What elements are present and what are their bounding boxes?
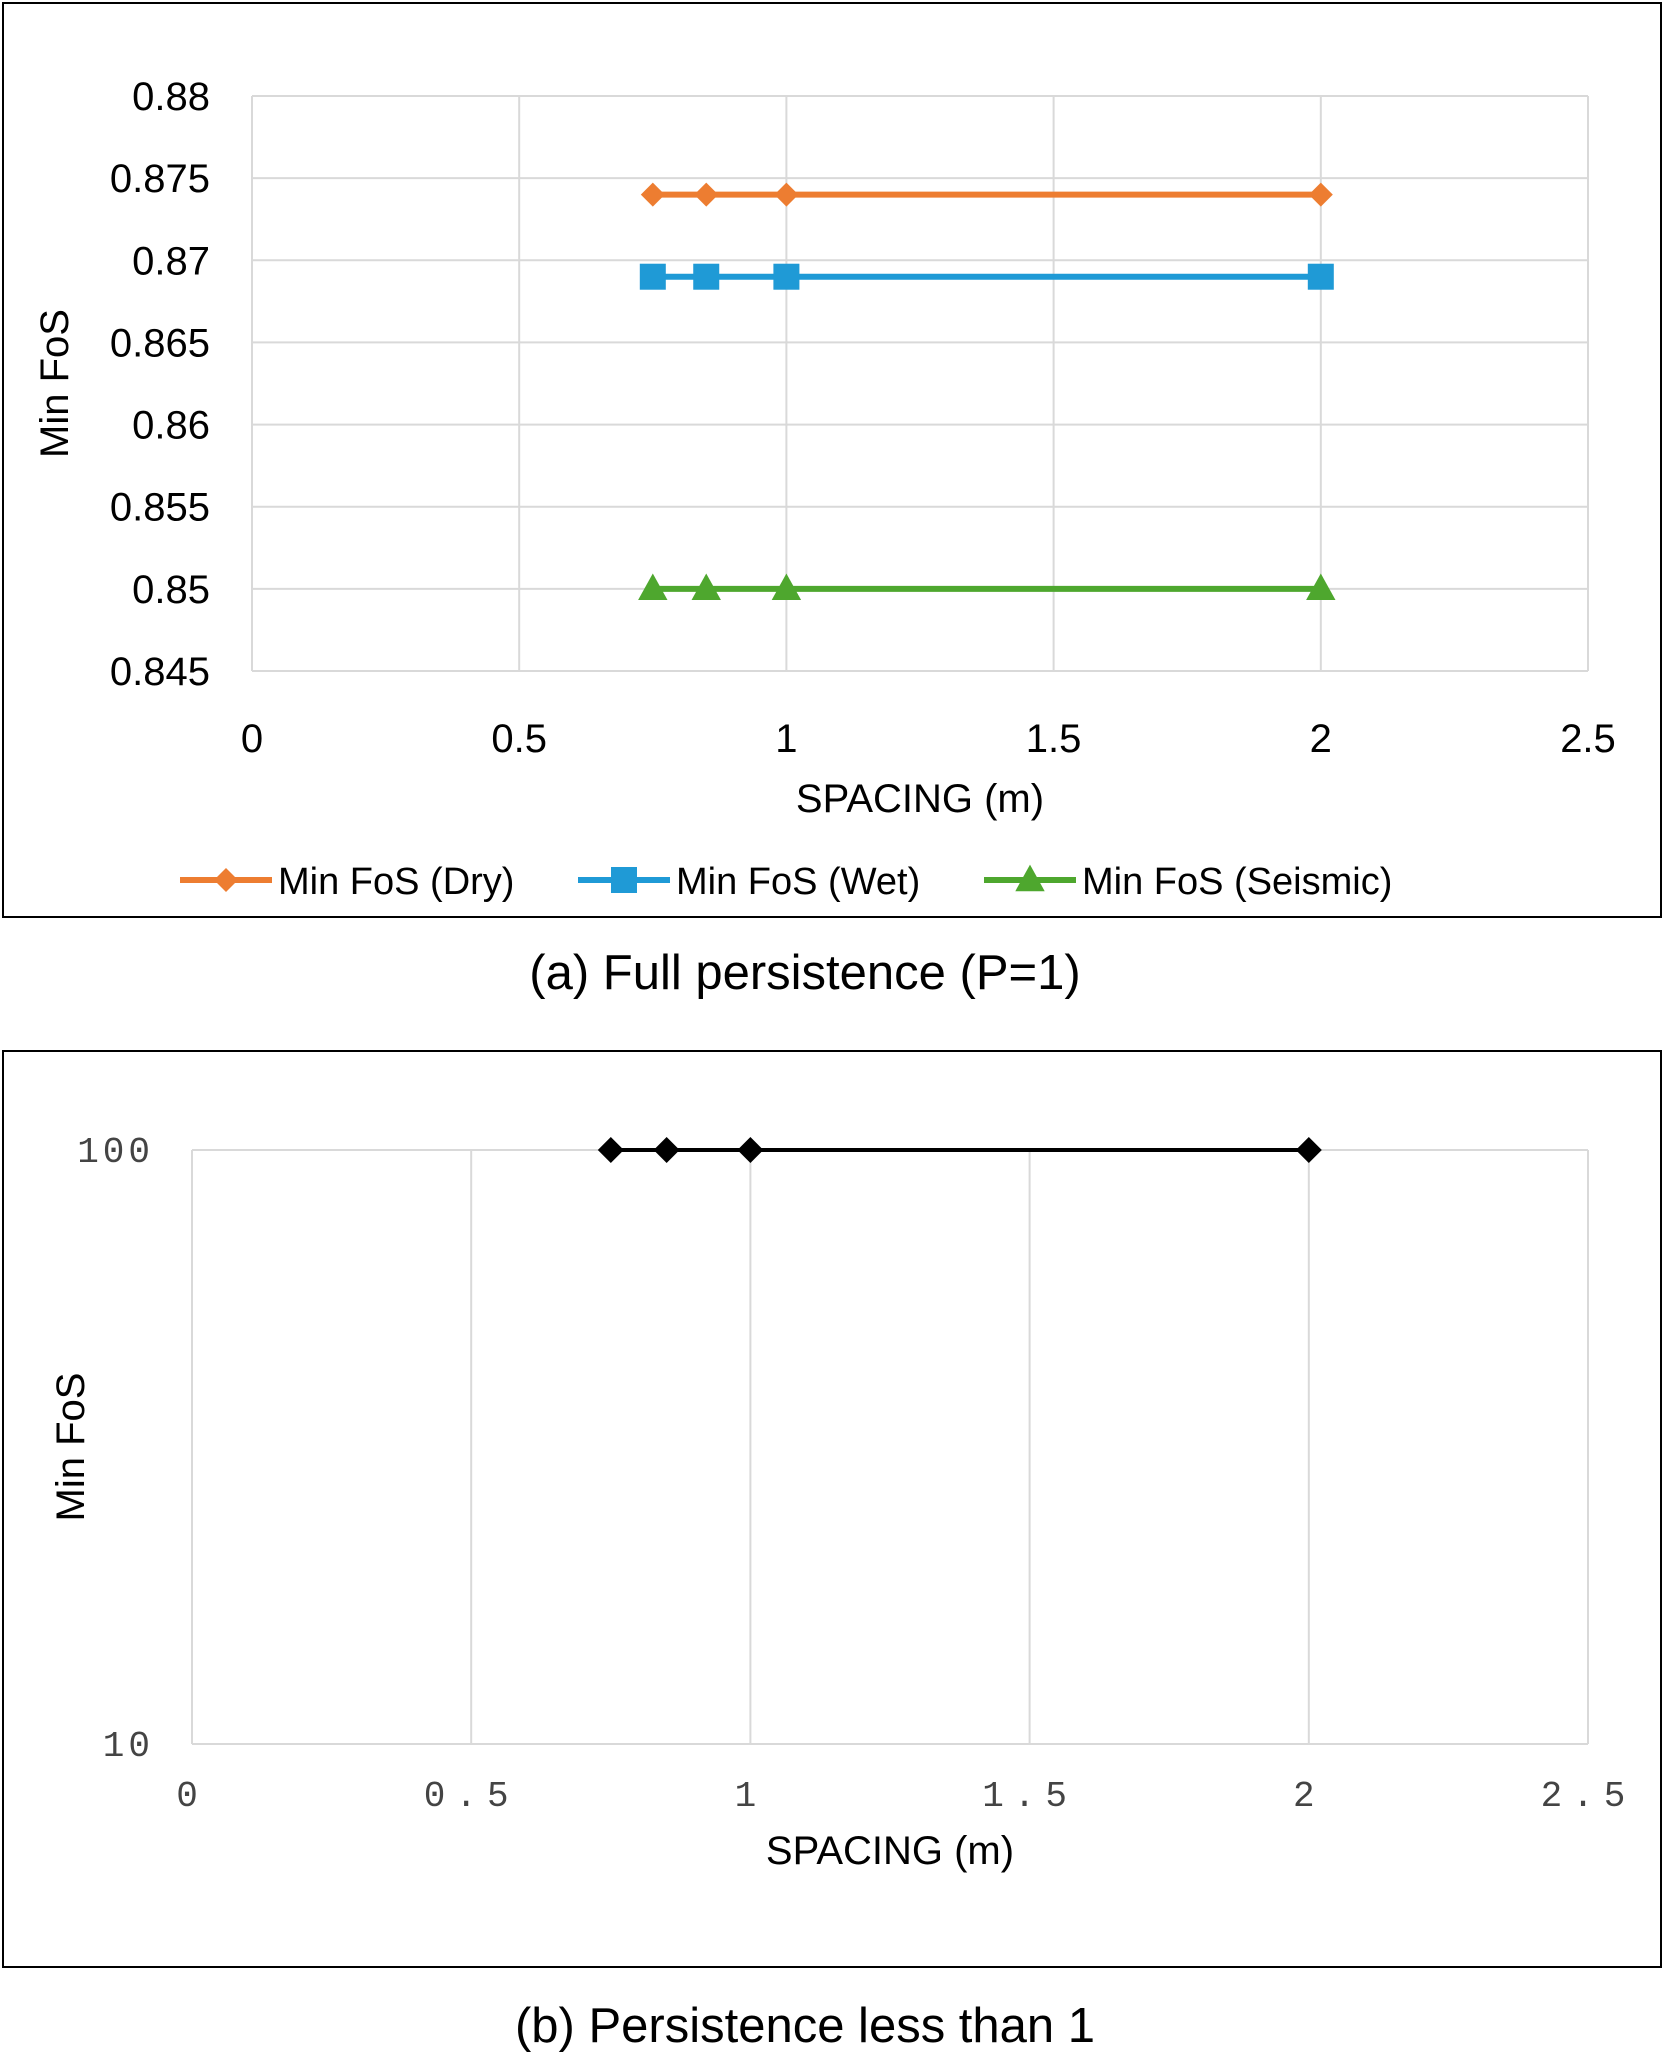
data-point bbox=[1307, 263, 1334, 290]
legend-marker bbox=[214, 868, 238, 892]
x-tick-label: 2.5 bbox=[1560, 717, 1616, 761]
legend-label: Min FoS (Seismic) bbox=[1082, 861, 1392, 903]
data-point bbox=[1295, 1137, 1322, 1163]
x-tick-label: 0 bbox=[241, 717, 263, 761]
caption-b: (b) Persistence less than 1 bbox=[514, 1999, 1096, 2053]
x-tick-label: 0.5 bbox=[491, 717, 547, 761]
x-tick-label: 0.5 bbox=[424, 1776, 519, 1817]
data-point bbox=[639, 263, 666, 290]
data-point bbox=[693, 263, 720, 290]
legend-label: Min FoS (Wet) bbox=[676, 861, 920, 903]
y-tick-label: 0.85 bbox=[132, 568, 210, 612]
y-tick-label: 0.865 bbox=[110, 321, 210, 365]
x-tick-label: 1.5 bbox=[982, 1776, 1077, 1817]
x-tick-label: 2 bbox=[1310, 717, 1332, 761]
legend-label: Min FoS (Dry) bbox=[278, 861, 514, 903]
y-tick-label: 0.86 bbox=[132, 404, 210, 448]
y-tick-label: 10 bbox=[103, 1726, 154, 1767]
data-point bbox=[640, 182, 665, 207]
chart-panel-b: 100 10 0 0.5 1 1.5 2 2.5 SPACING (m) Min FoS bbox=[2, 1050, 1662, 1968]
y-tick-label: 0.88 bbox=[132, 75, 210, 119]
x-tick-label: 1 bbox=[735, 1776, 767, 1817]
chart-a: 0.88 0.875 0.87 0.865 0.86 0.855 0.85 0.845 0 0.5… bbox=[33, 75, 1616, 903]
legend-marker bbox=[611, 867, 637, 893]
legend-marker bbox=[1015, 864, 1045, 892]
data-point bbox=[694, 182, 719, 207]
y-tick-label: 0.855 bbox=[110, 486, 210, 530]
y-tick-label: 100 bbox=[77, 1132, 154, 1173]
data-point bbox=[1306, 573, 1336, 601]
data-point bbox=[691, 573, 721, 601]
caption-a: (a) Full persistence (P=1) bbox=[529, 946, 1081, 1000]
y-axis-label: Min FoS bbox=[33, 309, 77, 458]
data-point bbox=[737, 1137, 764, 1163]
data-point bbox=[638, 573, 668, 601]
x-tick-label: 2 bbox=[1293, 1776, 1325, 1817]
data-point bbox=[773, 263, 800, 290]
y-tick-label: 0.875 bbox=[110, 157, 210, 201]
x-tick-label: 0 bbox=[176, 1776, 208, 1817]
y-tick-label: 0.845 bbox=[110, 650, 210, 694]
y-axis-label: Min FoS bbox=[49, 1373, 93, 1522]
x-tick-label: 1 bbox=[775, 717, 797, 761]
y-tick-label: 0.87 bbox=[132, 239, 210, 283]
data-point bbox=[653, 1137, 680, 1163]
chart-panel-a: 0.88 0.875 0.87 0.865 0.86 0.855 0.85 0.845 0 0.5… bbox=[2, 2, 1662, 918]
data-point bbox=[771, 573, 802, 601]
x-axis-label: SPACING (m) bbox=[766, 1829, 1014, 1873]
data-point bbox=[597, 1137, 624, 1163]
x-axis-label: SPACING (m) bbox=[796, 777, 1044, 821]
data-point bbox=[1308, 182, 1333, 207]
x-tick-label: 1.5 bbox=[1026, 717, 1082, 761]
data-point bbox=[774, 182, 799, 207]
x-tick-label: 2.5 bbox=[1541, 1776, 1636, 1817]
